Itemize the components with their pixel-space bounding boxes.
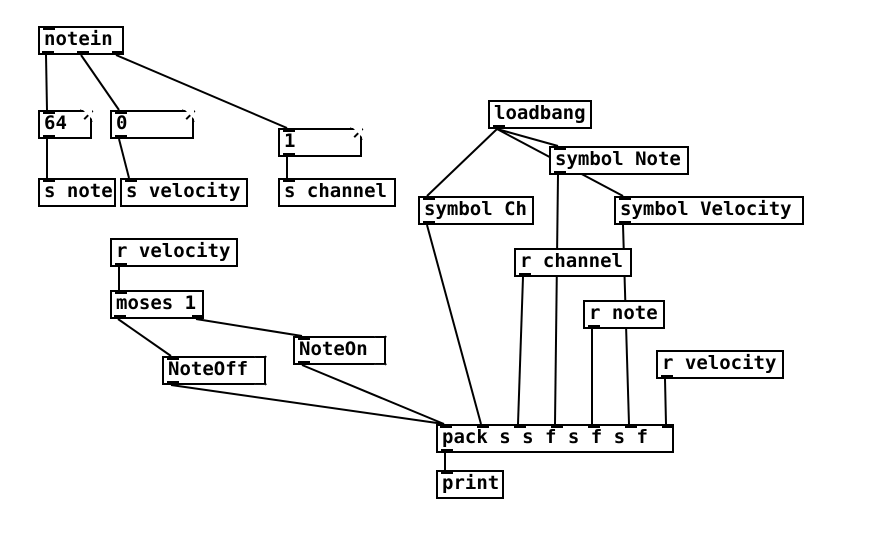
wire: [118, 319, 171, 356]
node-text: r velocity: [116, 240, 230, 262]
outlet: [493, 125, 505, 129]
outlet: [423, 221, 435, 225]
outlet: [42, 51, 54, 55]
wire: [427, 129, 497, 196]
pd-obj-r_velocity1[interactable]: r velocity: [110, 238, 238, 267]
pd-obj-s_note[interactable]: s note: [38, 178, 116, 207]
node-text: s note: [44, 180, 113, 202]
outlet: [554, 171, 566, 175]
node-text: print: [442, 472, 499, 494]
node-text: 0: [116, 112, 127, 134]
outlet: [192, 315, 204, 319]
outlet: [441, 449, 453, 453]
inlet: [43, 26, 55, 30]
node-text: loadbang: [494, 102, 586, 124]
inlet: [662, 424, 674, 428]
node-text: NoteOn: [299, 338, 368, 360]
inlet: [551, 424, 563, 428]
pd-num-num_note[interactable]: 64: [38, 110, 92, 139]
pd-obj-s_velocity[interactable]: s velocity: [120, 178, 248, 207]
wire: [427, 225, 481, 424]
pd-obj-loadbang[interactable]: loadbang: [488, 100, 592, 129]
outlet: [167, 381, 179, 385]
outlet: [112, 51, 124, 55]
inlet: [298, 336, 310, 340]
wire: [302, 365, 444, 424]
node-text: r note: [589, 302, 658, 324]
inlet: [115, 290, 127, 294]
node-text: symbol Note: [555, 148, 681, 170]
node-text: r velocity: [662, 352, 776, 374]
pd-obj-moses[interactable]: moses 1: [110, 290, 204, 319]
inlet: [440, 424, 452, 428]
inlet: [554, 146, 566, 150]
node-text: moses 1: [116, 292, 196, 314]
pd-obj-print[interactable]: print: [436, 470, 504, 499]
wire: [665, 379, 666, 424]
pd-num-num_ch[interactable]: 1: [278, 128, 362, 157]
inlet: [588, 424, 600, 428]
wire: [171, 385, 444, 424]
inlet: [125, 178, 137, 182]
outlet: [661, 375, 673, 379]
node-text: NoteOff: [168, 358, 248, 380]
node-text: 64: [44, 112, 67, 134]
node-text: notein: [44, 28, 113, 50]
outlet: [43, 135, 55, 139]
inlet: [115, 110, 127, 114]
pd-msg-noteoff[interactable]: NoteOff: [162, 356, 266, 385]
wire: [518, 277, 523, 424]
inlet: [514, 424, 526, 428]
outlet: [588, 325, 600, 329]
pd-msg-noteon[interactable]: NoteOn: [293, 336, 386, 365]
inlet: [43, 110, 55, 114]
pd-obj-s_channel[interactable]: s channel: [278, 178, 396, 207]
wire-layer: [0, 0, 878, 539]
inlet: [619, 196, 631, 200]
wire: [81, 55, 119, 110]
inlet: [625, 424, 637, 428]
node-text: r channel: [520, 250, 623, 272]
outlet: [115, 135, 127, 139]
inlet: [283, 128, 295, 132]
inlet: [477, 424, 489, 428]
wire: [497, 129, 558, 146]
wire: [196, 319, 302, 336]
inlet: [283, 178, 295, 182]
inlet: [441, 470, 453, 474]
outlet: [283, 153, 295, 157]
outlet: [114, 315, 126, 319]
pd-obj-sym_note[interactable]: symbol Note: [549, 146, 689, 175]
pd-obj-notein[interactable]: notein: [38, 26, 124, 55]
outlet: [115, 263, 127, 267]
pd-obj-r_channel[interactable]: r channel: [514, 248, 632, 277]
inlet: [167, 356, 179, 360]
pd-obj-pack[interactable]: pack s s f s f s f: [436, 424, 674, 453]
wire: [555, 175, 558, 424]
pd-obj-r_velocity2[interactable]: r velocity: [656, 350, 784, 379]
pd-obj-r_note[interactable]: r note: [583, 300, 665, 329]
node-text: s velocity: [126, 180, 240, 202]
node-text: symbol Ch: [424, 198, 527, 220]
node-text: pack s s f s f s f: [442, 426, 648, 448]
inlet: [43, 178, 55, 182]
inlet: [423, 196, 435, 200]
wire: [119, 139, 129, 178]
outlet: [619, 221, 631, 225]
outlet: [77, 51, 89, 55]
pd-obj-sym_vel[interactable]: symbol Velocity: [614, 196, 804, 225]
outlet: [298, 361, 310, 365]
node-text: s channel: [284, 180, 387, 202]
wire: [46, 55, 47, 110]
outlet: [519, 273, 531, 277]
pd-num-num_vel[interactable]: 0: [110, 110, 194, 139]
node-text: symbol Velocity: [620, 198, 792, 220]
node-text: 1: [284, 130, 295, 152]
pd-obj-sym_ch[interactable]: symbol Ch: [418, 196, 534, 225]
